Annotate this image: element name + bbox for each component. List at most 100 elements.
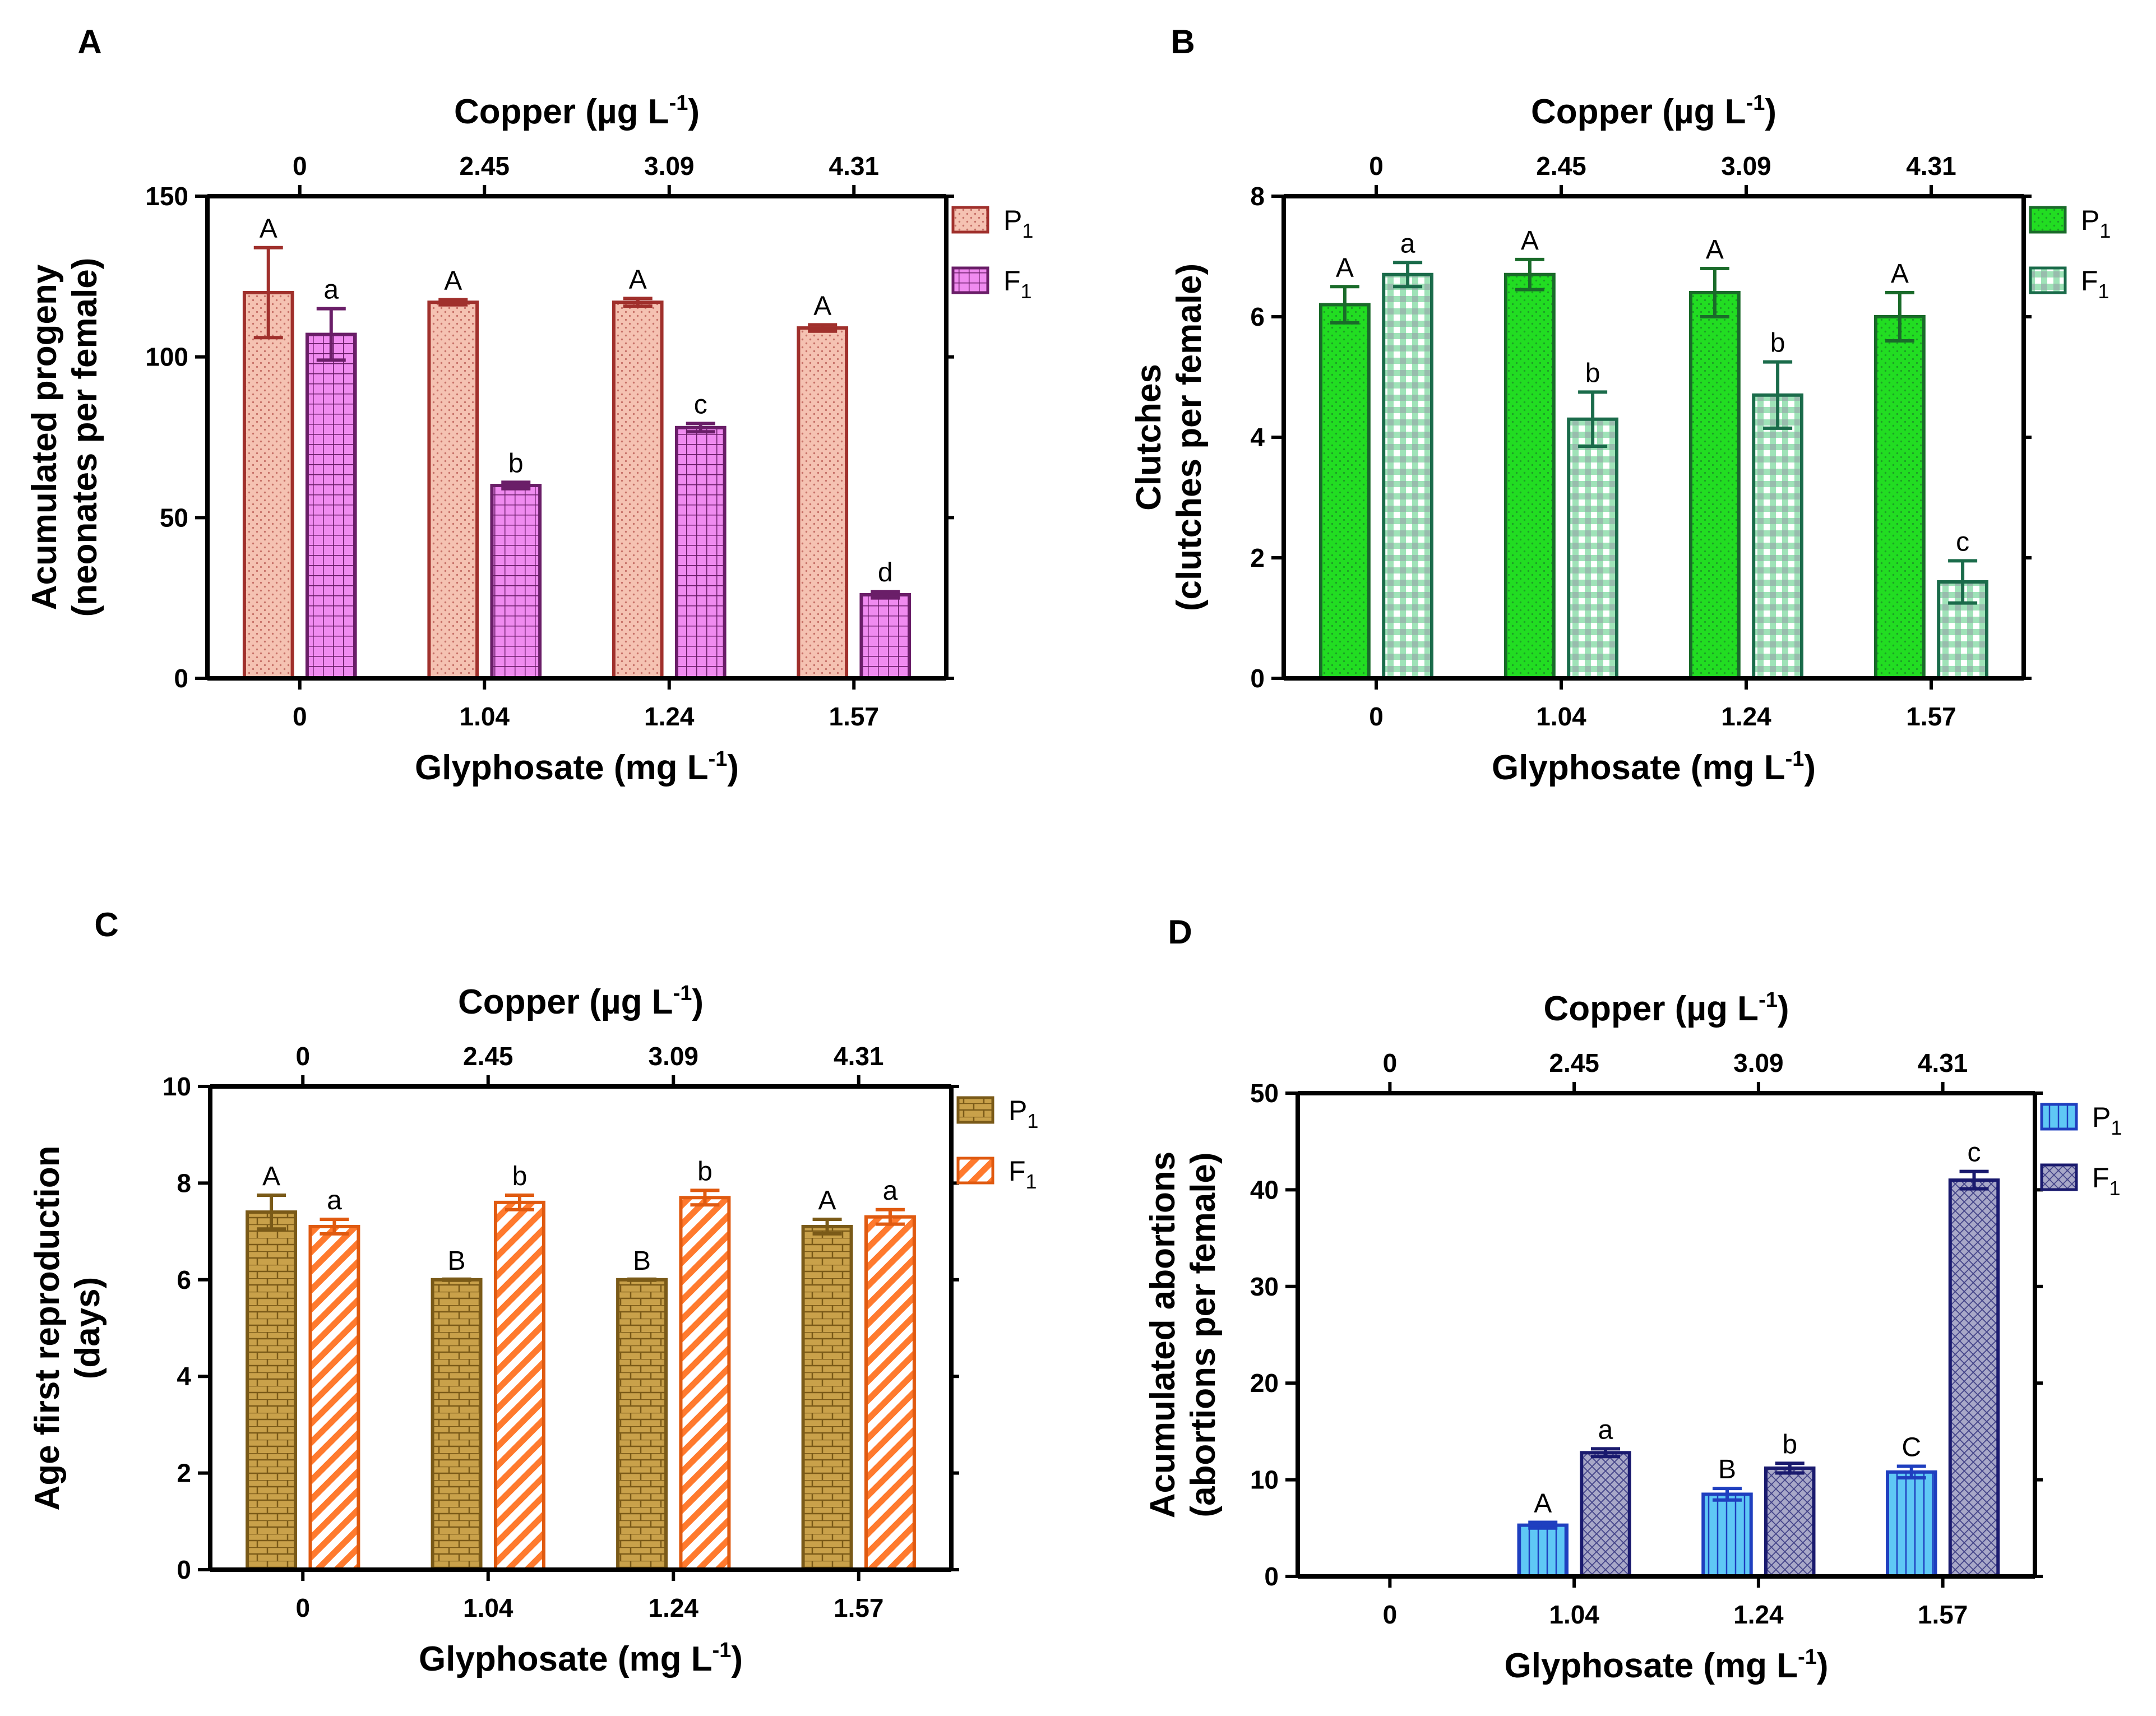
y-tick-label: 50 xyxy=(160,503,188,532)
significance-label: A xyxy=(1336,253,1354,283)
x-tick-label: 1.04 xyxy=(463,1593,513,1622)
bar xyxy=(308,1224,360,1571)
bar xyxy=(1504,272,1556,680)
bar xyxy=(612,300,664,680)
y-axis-title-line1: Acumulated abortions xyxy=(1144,1151,1182,1519)
bar xyxy=(1517,1523,1569,1578)
top-tick-label: 2.45 xyxy=(1549,1048,1599,1077)
x-tick-label: 1.57 xyxy=(1918,1600,1968,1629)
y-axis-title-line1: Clutches xyxy=(1130,364,1168,511)
panel-letter: A xyxy=(77,23,101,61)
y-tick-label: 150 xyxy=(145,182,188,211)
bar xyxy=(493,1200,545,1571)
y-axis-title-line2: (abortions per female) xyxy=(1184,1152,1223,1517)
y-tick-label: 4 xyxy=(177,1362,191,1391)
bar xyxy=(427,300,479,680)
y-tick-label: 4 xyxy=(1250,423,1265,452)
top-tick-label: 0 xyxy=(295,1042,310,1071)
y-tick-label: 40 xyxy=(1250,1175,1279,1204)
y-axis-title: Clutches (clutches per female) xyxy=(1130,263,1209,611)
x-tick-label: 1.24 xyxy=(644,702,695,731)
legend-swatch xyxy=(2029,206,2067,234)
x-axis-title: Glyphosate (mg L-1) xyxy=(419,1639,743,1678)
y-tick-label: 6 xyxy=(1250,302,1265,331)
x-tick-label: 0 xyxy=(1369,702,1384,731)
bar xyxy=(1689,291,1741,680)
top-axis-title: Copper (µg L-1) xyxy=(454,91,700,131)
x-tick-label: 1.04 xyxy=(1536,702,1586,731)
significance-label: A xyxy=(444,266,462,296)
bar xyxy=(1886,1470,1937,1579)
x-tick-label: 1.04 xyxy=(459,702,510,731)
y-tick-label: 20 xyxy=(1250,1368,1279,1398)
significance-label: a xyxy=(1598,1415,1613,1445)
significance-label: c xyxy=(1968,1138,1981,1168)
y-axis-title: Acumulated progeny (neonates per female) xyxy=(25,258,104,617)
x-tick-label: 1.04 xyxy=(1549,1600,1599,1629)
legend-label: P1 xyxy=(2092,1102,2122,1139)
significance-label: d xyxy=(878,558,893,588)
significance-label: A xyxy=(818,1186,836,1215)
chart-panel-c: C A B B Aa b b a 0 2 4 6 8 10 0 1.04 1.24 1.57 0 2.45 3.09 4.… xyxy=(28,906,1038,1678)
bar xyxy=(1764,1466,1816,1579)
significance-label: A xyxy=(262,1162,280,1191)
legend-label: P1 xyxy=(1003,205,1033,242)
legend-label: F1 xyxy=(1003,265,1032,303)
bar xyxy=(864,1215,916,1571)
x-tick-label: 1.57 xyxy=(829,702,879,731)
y-axis-title-line2: (neonates per female) xyxy=(66,258,104,617)
significance-label: A xyxy=(813,291,831,321)
y-axis-title-line1: Acumulated progeny xyxy=(25,264,64,610)
y-tick-label: 30 xyxy=(1250,1272,1279,1301)
top-tick-label: 0 xyxy=(1369,151,1384,181)
significance-label: C xyxy=(1901,1432,1921,1462)
y-tick-label: 6 xyxy=(177,1265,191,1294)
y-tick-label: 8 xyxy=(177,1168,191,1197)
significance-label: A xyxy=(260,214,277,244)
significance-label: A xyxy=(1706,235,1724,265)
top-tick-label: 4.31 xyxy=(1918,1048,1968,1077)
bar xyxy=(305,332,357,680)
bar xyxy=(1580,1451,1631,1578)
top-tick-label: 0 xyxy=(293,151,307,181)
bar xyxy=(1567,417,1618,680)
significance-label: b xyxy=(508,448,524,478)
panel-letter: C xyxy=(94,906,118,943)
significance-label: c xyxy=(1956,527,1969,557)
legend-swatch xyxy=(956,1096,994,1124)
x-tick-label: 1.57 xyxy=(834,1593,884,1622)
significance-label: A xyxy=(1521,226,1539,256)
top-tick-label: 3.09 xyxy=(1721,151,1771,181)
x-tick-label: 1.57 xyxy=(1906,702,1956,731)
x-tick-label: 1.24 xyxy=(1721,702,1771,731)
bar xyxy=(1701,1492,1753,1578)
x-tick-label: 1.24 xyxy=(1733,1600,1784,1629)
legend-label: P1 xyxy=(2081,205,2111,242)
x-axis-title: Glyphosate (mg L-1) xyxy=(1504,1645,1828,1685)
bar xyxy=(490,484,542,680)
bar xyxy=(797,326,849,680)
bar xyxy=(1874,315,1926,680)
y-axis-title: Age first reproduction (days) xyxy=(28,1145,107,1510)
legend-swatch xyxy=(2040,1163,2078,1191)
top-tick-label: 3.09 xyxy=(1733,1048,1784,1077)
x-tick-label: 0 xyxy=(1383,1600,1398,1629)
significance-label: B xyxy=(448,1246,466,1276)
top-tick-label: 0 xyxy=(1383,1048,1398,1077)
legend-swatch xyxy=(956,1157,994,1185)
bar xyxy=(616,1278,668,1572)
x-tick-label: 1.24 xyxy=(648,1593,698,1622)
y-tick-label: 0 xyxy=(174,664,188,693)
legend-label: F1 xyxy=(2081,265,2109,303)
significance-label: b xyxy=(1770,329,1785,358)
x-axis-title: Glyphosate (mg L-1) xyxy=(1492,747,1816,787)
chart-panel-a: A A A A Aa b c d 0 50 100 150 0 1.04 1.24 1.57 0 2.45 3.09… xyxy=(25,23,1033,787)
legend-swatch xyxy=(951,206,989,234)
bar xyxy=(1948,1178,2000,1578)
legend-swatch xyxy=(951,266,989,294)
significance-label: a xyxy=(323,275,339,305)
top-tick-label: 3.09 xyxy=(648,1042,698,1071)
y-tick-label: 0 xyxy=(177,1555,191,1584)
significance-label: A xyxy=(1534,1488,1552,1518)
legend-swatch xyxy=(2029,266,2067,294)
